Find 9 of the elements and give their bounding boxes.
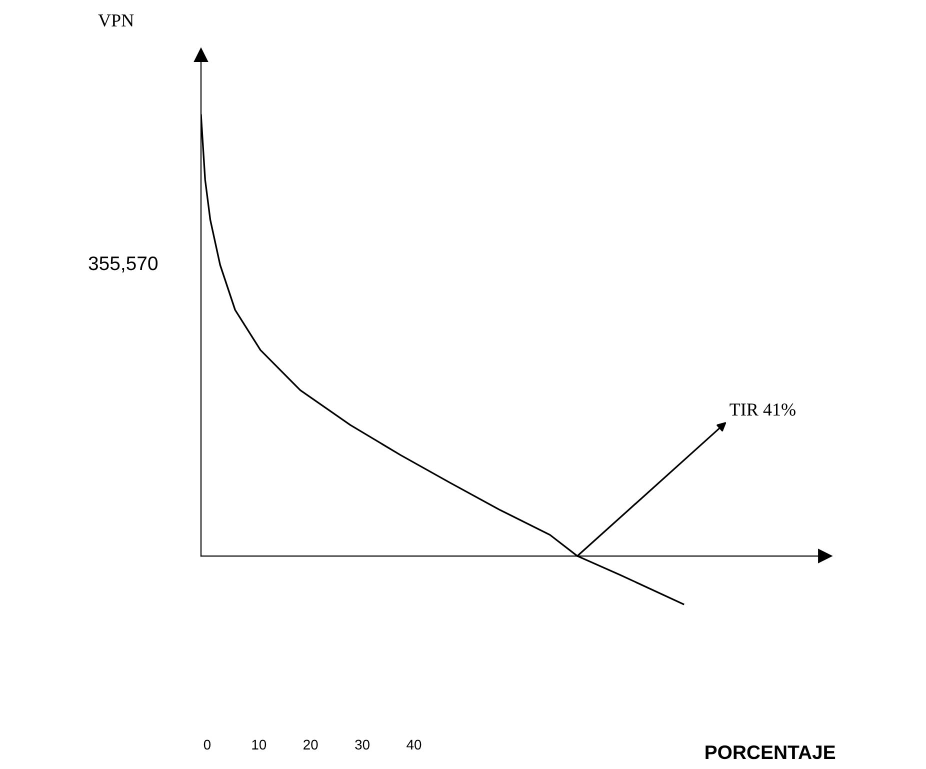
x-tick-label: 20 <box>304 740 318 750</box>
x-tick-label: 0 <box>204 740 211 750</box>
text: 355,570 <box>88 256 158 273</box>
x-tick-label: 30 <box>355 740 370 750</box>
x-axis-title: PORCENTAJE <box>706 745 836 760</box>
text: VPN <box>98 14 134 27</box>
x-tick-label: 40 <box>406 740 422 750</box>
x-tick-label: 10 <box>252 740 266 750</box>
annotation: TIR 41% <box>730 403 796 416</box>
